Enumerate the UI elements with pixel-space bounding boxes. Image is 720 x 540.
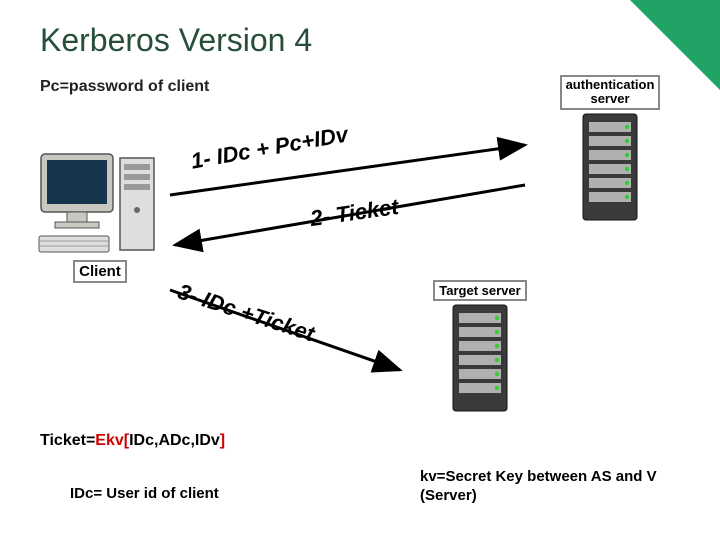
target-server-icon [445, 303, 515, 413]
pc-definition: Pc=password of client [40, 78, 209, 96]
client-label: Client [73, 260, 127, 283]
ticket-prefix: Ticket= [40, 432, 95, 449]
client-computer-icon [35, 140, 165, 260]
ticket-ekv: Ekv [95, 432, 123, 449]
auth-server-node: authentication server [530, 75, 690, 225]
auth-server-icon [575, 112, 645, 222]
auth-server-label-line1: authentication [566, 77, 655, 92]
target-server-node: Target server [400, 280, 560, 430]
page-title: Kerberos Version 4 [40, 22, 312, 59]
auth-server-label: authentication server [560, 75, 661, 110]
ticket-body: IDc,ADc,IDv [129, 432, 220, 449]
message-2: 2- Ticket [309, 194, 401, 232]
ticket-formula: Ticket=Ekv[IDc,ADc,IDv] [40, 432, 225, 450]
message-3: 3- IDc +Ticket [174, 279, 317, 348]
target-server-label: Target server [433, 280, 526, 301]
ticket-close-bracket: ] [220, 432, 225, 449]
idc-note: IDc= User id of client [70, 485, 219, 502]
auth-server-label-line2: server [590, 91, 629, 106]
message-1: 1- IDc + Pc+IDv [189, 121, 350, 174]
client-node: Client [30, 140, 170, 300]
kv-note: kv=Secret Key between AS and V (Server) [420, 468, 680, 506]
